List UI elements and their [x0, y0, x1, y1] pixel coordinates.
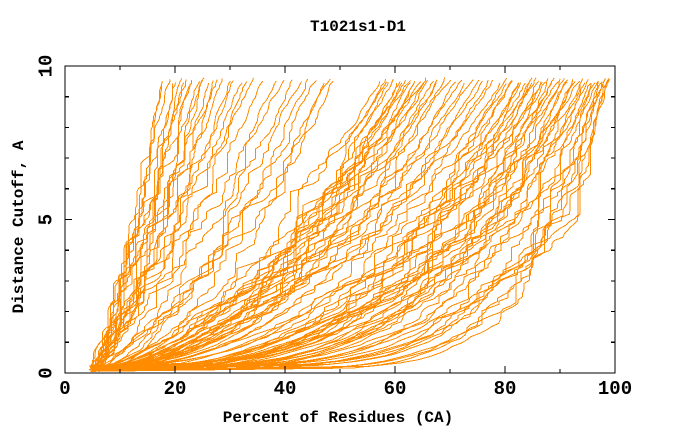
model-curve: [98, 79, 489, 369]
model-curve: [93, 77, 565, 367]
model-curve: [93, 79, 463, 368]
model-curve: [98, 82, 185, 369]
model-curves-group: [88, 77, 611, 372]
model-curve: [90, 82, 519, 367]
model-curve: [96, 81, 603, 371]
model-curve: [99, 77, 533, 367]
model-curve: [89, 78, 223, 368]
x-tick-label: 60: [384, 378, 407, 400]
model-curve: [99, 78, 606, 368]
model-curve: [99, 81, 599, 368]
model-curve: [98, 80, 513, 368]
model-curve: [92, 81, 422, 369]
model-curve: [95, 80, 411, 368]
model-curve: [96, 79, 568, 367]
x-tick-label: 20: [164, 378, 187, 400]
model-curve: [95, 80, 234, 368]
x-tick-label: 100: [598, 378, 632, 400]
y-tick-label: 5: [36, 214, 58, 225]
model-curve: [98, 80, 231, 371]
model-curve: [90, 82, 465, 368]
model-curve: [90, 82, 592, 368]
y-axis-label: Distance Cutoff, A: [10, 140, 28, 313]
x-tick-label: 0: [59, 378, 70, 400]
model-curve: [90, 80, 277, 370]
y-tick-label: 10: [36, 55, 58, 78]
axes-frame: [64, 65, 616, 374]
model-curve: [99, 81, 559, 367]
model-curve: [95, 79, 480, 369]
model-curve: [91, 77, 446, 372]
tick-labels-group: 0 20 40 60 80 100 0 5 10: [36, 55, 633, 400]
model-curve: [92, 81, 389, 370]
model-curve: [97, 80, 192, 371]
model-curve: [92, 78, 331, 371]
model-curve: [92, 77, 610, 371]
model-curve: [92, 81, 553, 370]
chart-title: T1021s1-D1: [310, 18, 406, 36]
model-curve: [98, 81, 401, 370]
model-curve: [91, 77, 555, 367]
model-curve: [100, 78, 309, 372]
y-tick-label: 0: [36, 367, 58, 378]
model-curve: [92, 80, 334, 369]
model-curve: [93, 83, 581, 368]
model-curve: [93, 82, 325, 372]
model-curve: [99, 82, 533, 372]
model-curve: [92, 82, 604, 372]
model-curve: [96, 79, 293, 370]
model-curve: [97, 78, 584, 369]
model-curve: [91, 82, 596, 368]
model-curve: [91, 80, 576, 371]
model-curve: [90, 83, 162, 368]
model-curve: [93, 79, 452, 371]
model-curve: [97, 82, 592, 372]
model-curve: [97, 82, 520, 371]
model-curve: [92, 79, 187, 372]
model-curve: [88, 80, 540, 367]
model-curve: [90, 81, 248, 370]
model-curve: [96, 81, 302, 370]
model-curve: [90, 82, 403, 372]
x-axis-label: Percent of Residues (CA): [223, 409, 453, 427]
model-curve: [90, 79, 494, 368]
model-curve: [91, 78, 611, 372]
model-curve: [98, 79, 285, 370]
model-curve: [99, 77, 205, 367]
model-curve: [95, 77, 254, 368]
x-tick-label: 40: [274, 378, 297, 400]
model-curve: [98, 83, 191, 369]
model-curve: [89, 80, 513, 371]
model-curve: [91, 82, 602, 371]
model-curve: [91, 77, 537, 369]
model-curve: [90, 78, 561, 372]
model-curve: [92, 77, 427, 368]
model-curve: [94, 81, 388, 369]
model-curve: [95, 81, 381, 368]
model-curve: [90, 81, 546, 369]
model-curve: [90, 80, 483, 368]
plot-frame: [64, 65, 616, 374]
x-tick-label: 80: [494, 378, 517, 400]
model-curve: [97, 79, 474, 367]
model-curve: [98, 80, 406, 371]
model-curve: [93, 78, 394, 369]
model-curve: [96, 80, 581, 370]
model-curve: [90, 78, 589, 368]
model-curve: [90, 80, 264, 370]
model-curve: [95, 79, 438, 371]
model-curve: [90, 82, 243, 368]
